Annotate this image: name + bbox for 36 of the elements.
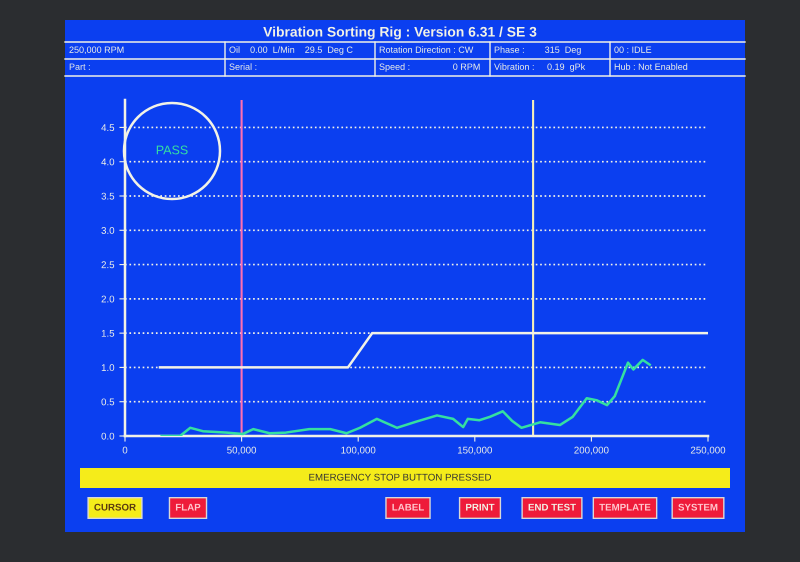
text: 250,000 RPM: [69, 46, 124, 54]
y-tick-label: 4.5: [101, 124, 114, 132]
text: Rotation Direction : CW: [380, 46, 474, 53]
x-tick-label: 0: [122, 446, 128, 454]
x-tick-label: 50,000: [227, 446, 256, 455]
y-tick-label: 1.5: [102, 330, 114, 337]
text: END TEST: [528, 504, 576, 511]
text: LABEL: [392, 504, 424, 511]
text: Speed : 0 RPM: [379, 63, 480, 72]
y-tick-label: 0.0: [101, 432, 114, 440]
y-tick-label: 3.5: [101, 192, 114, 200]
y-tick-label: 4.0: [101, 158, 114, 166]
text: EMERGENCY STOP BUTTON PRESSED: [309, 474, 492, 481]
y-tick-label: 0.5: [101, 398, 114, 406]
text: FLAP: [176, 504, 200, 511]
y-tick-label: 2.0: [102, 296, 114, 302]
text: PRINT: [466, 504, 494, 511]
y-tick-label: 2.5: [102, 261, 114, 268]
text: Serial :: [229, 63, 256, 70]
x-tick-label: 250,000: [690, 446, 726, 455]
chart-title: Vibration Sorting Rig : Version 6.31 / SE 3: [263, 26, 536, 40]
x-tick-label: 150,000: [458, 446, 492, 455]
x-tick-label: 200,000: [574, 446, 609, 455]
text: Phase : 315 Deg: [494, 46, 581, 55]
text: 00 : IDLE: [614, 46, 652, 53]
annotation: PASS: [156, 146, 188, 154]
text: Oil 0.00 L/Min 29.5 Deg C: [229, 46, 353, 55]
text: Hub : Not Enabled: [614, 63, 688, 70]
text: SYSTEM: [678, 504, 718, 511]
text: Vibration : 0.19 gPk: [494, 63, 586, 72]
y-tick-label: 1.0: [102, 364, 114, 372]
text: Part :: [70, 64, 90, 70]
text: CURSOR: [94, 504, 136, 511]
y-tick-label: 3.0: [101, 227, 114, 234]
x-tick-label: 100,000: [341, 446, 376, 455]
text: TEMPLATE: [599, 504, 650, 511]
